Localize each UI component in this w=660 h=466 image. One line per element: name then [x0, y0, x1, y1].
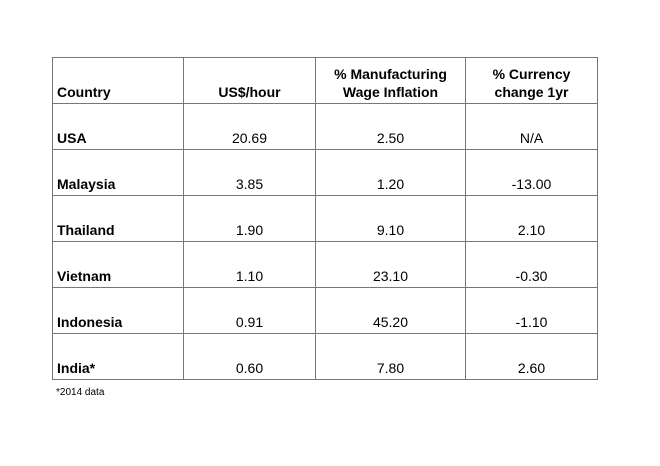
value-cell: N/A	[465, 103, 598, 150]
value-cell: 45.20	[315, 287, 466, 334]
header-cell: US$/hour	[183, 57, 316, 104]
table-row: Malaysia 3.85 1.20 -13.00	[52, 149, 598, 196]
value-cell: 1.10	[183, 241, 316, 288]
value-cell: 0.91	[183, 287, 316, 334]
value-cell: 1.20	[315, 149, 466, 196]
header-row: Country US$/hour % Manufacturing Wage In…	[52, 57, 598, 104]
wage-table: Country US$/hour % Manufacturing Wage In…	[52, 57, 598, 380]
header-cell: % Currency change 1yr	[465, 57, 598, 104]
country-cell: Vietnam	[52, 241, 184, 288]
value-cell: 20.69	[183, 103, 316, 150]
country-cell: India*	[52, 333, 184, 380]
country-cell: USA	[52, 103, 184, 150]
value-cell: 1.90	[183, 195, 316, 242]
value-cell: 9.10	[315, 195, 466, 242]
value-cell: 2.60	[465, 333, 598, 380]
table-row: Vietnam 1.10 23.10 -0.30	[52, 241, 598, 288]
footnote: *2014 data	[56, 387, 105, 398]
value-cell: 7.80	[315, 333, 466, 380]
value-cell: -0.30	[465, 241, 598, 288]
value-cell: 2.50	[315, 103, 466, 150]
value-cell: -1.10	[465, 287, 598, 334]
table-row: Indonesia 0.91 45.20 -1.10	[52, 287, 598, 334]
table-row: India* 0.60 7.80 2.60	[52, 333, 598, 380]
value-cell: 3.85	[183, 149, 316, 196]
table-row: Thailand 1.90 9.10 2.10	[52, 195, 598, 242]
value-cell: -13.00	[465, 149, 598, 196]
value-cell: 23.10	[315, 241, 466, 288]
header-cell: % Manufacturing Wage Inflation	[315, 57, 466, 104]
table-row: USA 20.69 2.50 N/A	[52, 103, 598, 150]
country-cell: Thailand	[52, 195, 184, 242]
country-cell: Indonesia	[52, 287, 184, 334]
table-body: USA 20.69 2.50 N/A Malaysia 3.85 1.20 -13.00 Tha…	[52, 103, 598, 380]
value-cell: 2.10	[465, 195, 598, 242]
header-cell: Country	[52, 57, 184, 104]
value-cell: 0.60	[183, 333, 316, 380]
country-cell: Malaysia	[52, 149, 184, 196]
